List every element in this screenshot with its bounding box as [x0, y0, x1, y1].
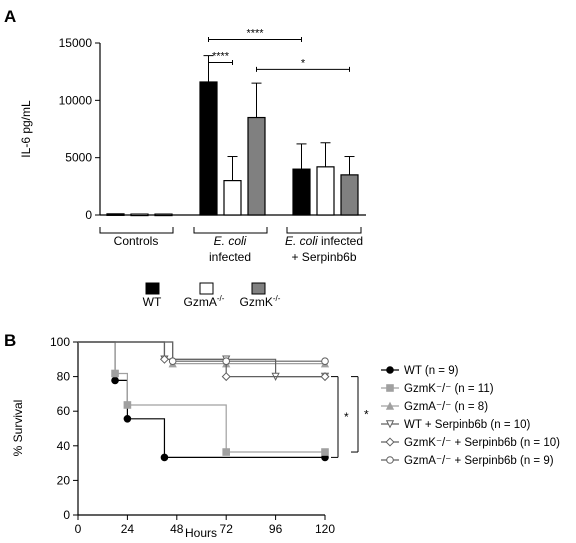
- bar: [340, 174, 359, 216]
- group-label-ecoli: E. coli: [214, 234, 247, 248]
- b-x-tick-label: 48: [170, 522, 184, 536]
- b-y-tick-label: 0: [63, 508, 70, 522]
- b-survival-curves: [78, 341, 330, 462]
- b-x-tick-label: 24: [121, 522, 135, 536]
- panel-b-survival-chart: 0 20 40 60 80 100 0 24 48 72 96 120 % Survival Hou…: [11, 335, 560, 540]
- a-y-tick-label: 0: [85, 208, 92, 222]
- b-y-tick-label: 60: [57, 404, 71, 418]
- bar: [199, 81, 218, 216]
- b-legend: WT (n = 9) GzmK⁻/⁻ (n = 11) GzmA⁻/⁻ (n = 8…: [381, 365, 560, 467]
- group-label-serpinb6b: + Serpinb6b: [291, 250, 356, 264]
- legend-label-gzmk: GzmK-/-: [240, 294, 281, 309]
- group-bracket: [99, 227, 174, 234]
- legend-swatch-gzmk: [251, 282, 266, 295]
- sig-label: ****: [212, 50, 230, 62]
- bar: [154, 213, 173, 217]
- a-y-tick-label: 5000: [65, 151, 92, 165]
- data-point: [160, 453, 169, 462]
- group-label-ecoli-infected: E. coli infected: [285, 234, 363, 248]
- b-x-tick-label: 120: [315, 522, 335, 536]
- data-point: [386, 456, 394, 464]
- a-bars: [106, 81, 359, 217]
- a-legend: WT GzmA-/- GzmK-/-: [143, 282, 281, 309]
- a-error-bars: [203, 55, 355, 181]
- a-y-axis-label: IL-6 pg/mL: [19, 100, 33, 158]
- a-y-ticks: 0 5000 10000 15000: [59, 36, 100, 222]
- group-label-controls: Controls: [114, 234, 159, 248]
- b-legend-label: GzmA⁻/⁻ (n = 8): [404, 401, 488, 413]
- survival-curve: [78, 341, 325, 453]
- group-bracket: [193, 227, 268, 234]
- data-point: [111, 376, 119, 385]
- b-legend-label: WT (n = 9): [404, 365, 459, 377]
- group-bracket: [286, 227, 362, 234]
- b-x-tick-label: 72: [220, 522, 234, 536]
- bar: [247, 116, 266, 216]
- b-x-tick-label: 0: [75, 522, 82, 536]
- b-y-tick-label: 40: [57, 439, 71, 453]
- bar: [223, 180, 242, 216]
- data-point: [222, 448, 230, 456]
- a-significance-brackets: *********: [208, 28, 350, 72]
- data-point: [320, 372, 330, 382]
- b-y-tick-label: 100: [50, 335, 70, 349]
- group-label-infected: infected: [209, 250, 251, 264]
- data-point: [321, 357, 329, 366]
- data-point: [386, 384, 394, 392]
- data-point: [159, 354, 169, 364]
- data-point: [123, 401, 132, 409]
- legend-swatch-wt: [145, 282, 160, 295]
- data-point: [386, 366, 394, 374]
- bar: [106, 213, 125, 216]
- data-point: [385, 437, 395, 447]
- bar: [292, 168, 311, 216]
- survival-curve: [78, 341, 325, 362]
- a-group-brackets: [99, 227, 362, 234]
- b-x-axis-label: Hours: [185, 526, 217, 540]
- data-point: [222, 357, 230, 366]
- panel-a-letter: A: [4, 7, 16, 26]
- bar: [130, 213, 149, 217]
- b-y-axis-label: % Survival: [11, 400, 25, 457]
- b-legend-label: WT + Serpinb6b (n = 10): [404, 419, 531, 431]
- legend-label-wt: WT: [143, 295, 162, 309]
- panel-b-letter: B: [4, 331, 16, 350]
- b-legend-label: GzmK⁻/⁻ + Serpinb6b (n = 10): [404, 437, 560, 449]
- b-y-tick-label: 80: [57, 370, 71, 384]
- sig-label: *: [301, 57, 306, 69]
- bar: [316, 166, 335, 216]
- b-y-ticks: 0 20 40 60 80 100: [50, 335, 78, 522]
- legend-swatch-gzma: [199, 282, 214, 295]
- data-point: [111, 369, 119, 378]
- data-point: [385, 420, 395, 429]
- legend-label-gzma: GzmA-/-: [184, 294, 225, 309]
- data-point: [385, 401, 395, 410]
- b-sig-label: *: [364, 407, 369, 421]
- b-x-ticks: 0 24 48 72 96 120: [75, 515, 335, 536]
- b-significance-brackets: * *: [331, 376, 369, 458]
- a-y-tick-label: 15000: [59, 36, 93, 50]
- data-point: [321, 448, 329, 456]
- sig-label: ****: [246, 28, 264, 40]
- b-sig-label: *: [344, 410, 349, 424]
- data-point: [168, 357, 177, 366]
- b-legend-label: GzmA⁻/⁻ + Serpinb6b (n = 9): [404, 455, 554, 467]
- a-y-tick-label: 10000: [59, 93, 93, 107]
- b-legend-label: GzmK⁻/⁻ (n = 11): [404, 383, 494, 395]
- data-point: [123, 415, 132, 423]
- b-y-tick-label: 20: [57, 473, 71, 487]
- b-x-tick-label: 96: [269, 522, 283, 536]
- data-point: [221, 372, 231, 382]
